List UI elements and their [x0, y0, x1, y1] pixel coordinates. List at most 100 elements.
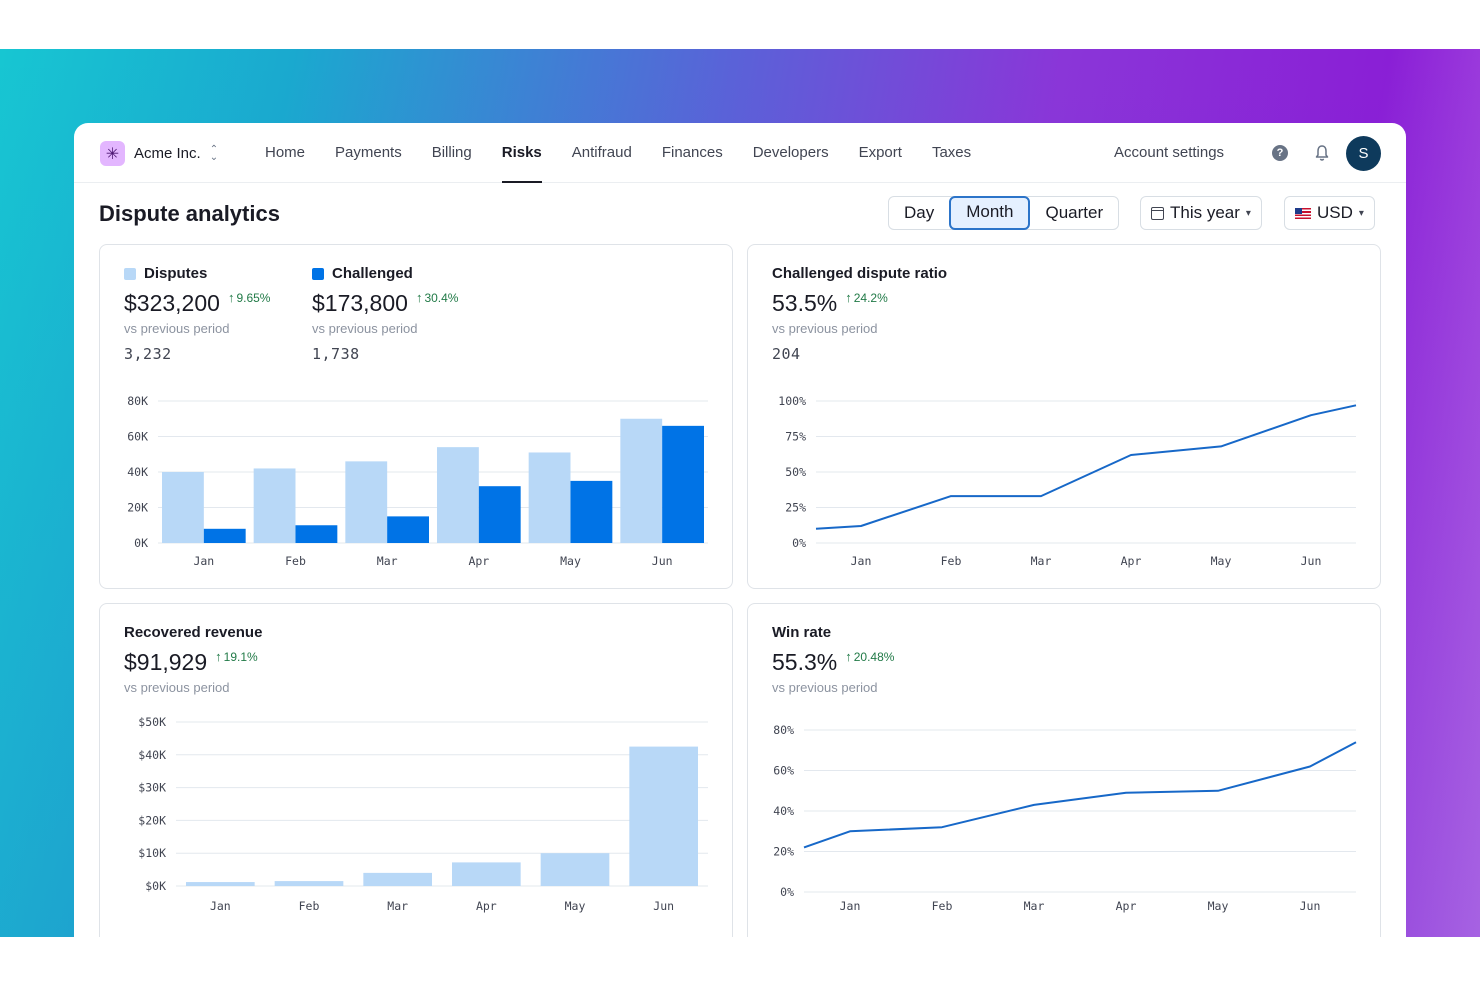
bar-disputes [437, 447, 479, 543]
recovered-value: $91,929 [124, 649, 208, 675]
disputes-label: Disputes [144, 265, 208, 282]
comparison-caption: vs previous period [312, 321, 418, 336]
disputes-value-row: $323,200 ↑ 9.65% [124, 290, 270, 317]
x-tick-label: May [565, 899, 586, 913]
recovered-card: Recovered revenue $91,929 ↑ 19.1% vs prev… [99, 603, 733, 937]
ratio-metric: Challenged dispute ratio 53.5% ↑ 24.2% vs… [772, 265, 947, 363]
challenged-count: 1,738 [312, 345, 360, 363]
x-tick-label: May [1211, 554, 1232, 568]
bar-challenged [387, 516, 429, 543]
ratio-card: Challenged dispute ratio 53.5% ↑ 24.2% vs… [747, 244, 1381, 589]
y-tick-label: 80K [127, 394, 148, 408]
arrow-up-icon: ↑ [415, 290, 423, 305]
comparison-caption: vs previous period [124, 680, 230, 695]
arrow-up-icon: ↑ [215, 649, 222, 664]
x-tick-label: Apr [468, 554, 489, 568]
top-nav: ✳ Acme Inc. ⌃ ⌄ Home Payments Billing Ris… [74, 123, 1406, 183]
challenged-value-row: $173,800 ↑ 30.4% [312, 290, 458, 317]
winrate-line-chart: 0% 20% 40% 60% 80% Jan Feb Mar Apr May Jun [773, 723, 1357, 913]
avatar[interactable]: S [1346, 136, 1381, 171]
x-tick-label: Mar [377, 554, 398, 568]
delta-value: 24.2% [853, 290, 888, 305]
date-range-dropdown[interactable]: This year ▾ [1140, 196, 1262, 230]
ratio-value-row: 53.5% ↑ 24.2% [772, 290, 947, 317]
delta-value: 9.65% [236, 290, 271, 305]
winrate-metric: Win rate 55.3% ↑ 20.48% vs previous perio… [772, 624, 894, 695]
account-switcher[interactable]: ✳ Acme Inc. ⌃ ⌄ [100, 141, 218, 166]
disputes-metric: Disputes $323,200 ↑ 9.65% vs previous per… [124, 265, 270, 363]
granularity-segmented-control: Day Month Quarter [888, 196, 1120, 230]
granularity-month-button[interactable]: Month [949, 196, 1031, 230]
disputes-card: Disputes $323,200 ↑ 9.65% vs previous per… [99, 244, 733, 589]
granularity-quarter-button[interactable]: Quarter [1045, 203, 1104, 222]
bar-recovered-revenue [363, 872, 432, 886]
y-tick-label: 80% [773, 723, 794, 737]
help-icon[interactable]: ? [1272, 145, 1288, 161]
nav-home[interactable]: Home [265, 144, 306, 161]
disputes-delta: ↑ 9.65% [228, 290, 271, 305]
currency-dropdown[interactable]: USD ▾ [1284, 196, 1375, 230]
x-tick-label: Jun [1300, 899, 1321, 913]
x-tick-label: Jun [652, 554, 673, 568]
y-tick-label: $30K [138, 781, 166, 795]
y-tick-label: 60K [127, 430, 148, 444]
y-tick-label: 0% [780, 885, 794, 899]
nav-export[interactable]: Export [858, 144, 902, 161]
x-tick-label: Mar [387, 899, 408, 913]
nav-taxes[interactable]: Taxes [931, 144, 972, 161]
disputes-title: Disputes [124, 265, 270, 282]
disputes-value: $323,200 [124, 290, 220, 316]
bar-recovered-revenue [629, 746, 698, 886]
x-tick-label: Apr [1116, 899, 1137, 913]
y-tick-label: 40% [773, 804, 794, 818]
x-tick-label: May [1208, 899, 1229, 913]
brand-name: Acme Inc. [134, 145, 201, 162]
x-tick-label: Mar [1031, 554, 1052, 568]
account-settings-link[interactable]: Account settings [1114, 144, 1225, 161]
nav-finances[interactable]: Finances [661, 144, 723, 161]
recovered-value-row: $91,929 ↑ 19.1% [124, 649, 262, 676]
bar-disputes [253, 468, 296, 543]
winrate-card: Win rate 55.3% ↑ 20.48% vs previous perio… [747, 603, 1381, 937]
ratio-value: 53.5% [772, 290, 838, 316]
x-tick-label: Jan [193, 554, 214, 568]
chevron-updown-icon: ⌃ ⌄ [209, 143, 219, 163]
bar-challenged [570, 480, 613, 543]
bar-disputes [345, 461, 388, 543]
asterisk-logo-icon: ✳ [100, 141, 125, 166]
recovered-metric: Recovered revenue $91,929 ↑ 19.1% vs prev… [124, 624, 262, 695]
bar-recovered-revenue [452, 862, 521, 886]
us-flag-icon [1295, 207, 1311, 219]
nav-billing[interactable]: Billing [431, 144, 472, 161]
nav-risks[interactable]: Risks [487, 123, 557, 183]
x-tick-label: Feb [285, 554, 306, 568]
y-tick-label: 25% [785, 501, 806, 515]
arrow-up-icon: ↑ [845, 290, 852, 305]
x-tick-label: Jun [653, 899, 674, 913]
disputes-count: 3,232 [124, 345, 172, 363]
y-tick-label: 0K [134, 536, 148, 550]
x-tick-label: Feb [941, 554, 962, 568]
legend-swatch [124, 267, 136, 280]
bar-challenged [203, 528, 246, 543]
bar-challenged [478, 486, 521, 543]
nav-antifraud[interactable]: Antifraud [571, 144, 632, 161]
x-tick-label: May [560, 554, 581, 568]
winrate-value-row: 55.3% ↑ 20.48% [772, 649, 894, 676]
y-tick-label: 100% [778, 394, 806, 408]
granularity-day-button[interactable]: Day [904, 203, 935, 222]
bar-disputes [162, 472, 204, 543]
ratio-count: 204 [772, 345, 801, 363]
ratio-label: Challenged dispute ratio [772, 265, 948, 282]
y-tick-label: 50% [785, 465, 806, 479]
bar-recovered-revenue [186, 882, 255, 886]
y-tick-label: $0K [145, 879, 166, 893]
bell-icon[interactable] [1314, 144, 1330, 162]
y-tick-label: $10K [138, 846, 166, 860]
y-tick-label: 75% [785, 430, 806, 444]
nav-payments[interactable]: Payments [335, 144, 402, 161]
bar-recovered-revenue [274, 881, 344, 886]
x-tick-label: Apr [476, 899, 497, 913]
x-tick-label: Jan [840, 899, 861, 913]
nav-developers[interactable]: Developers [752, 144, 829, 161]
